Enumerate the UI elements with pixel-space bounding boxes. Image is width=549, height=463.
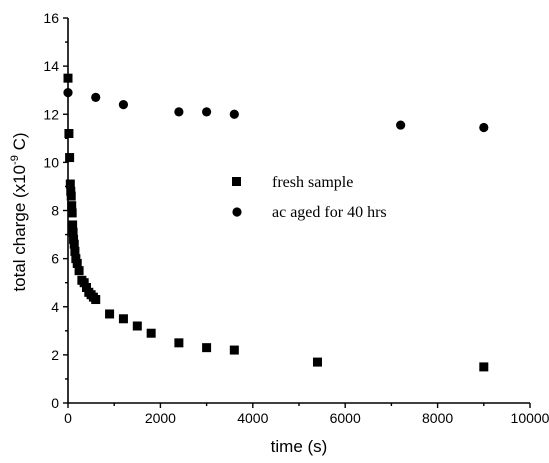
point-fresh-sample bbox=[132, 321, 142, 331]
x-tick-label: 0 bbox=[64, 410, 72, 426]
y-tick-label: 10 bbox=[43, 154, 59, 170]
x-axis-title: time (s) bbox=[271, 437, 328, 456]
y-tick-label: 4 bbox=[51, 299, 59, 315]
y-tick-label: 2 bbox=[51, 347, 59, 363]
point-fresh-sample bbox=[91, 295, 101, 305]
point-ac-aged-for-40-hrs bbox=[63, 87, 73, 98]
y-axis-title: total charge (x10-9 C) bbox=[9, 132, 29, 291]
point-fresh-sample bbox=[312, 357, 322, 367]
point-ac-aged-for-40-hrs bbox=[174, 107, 184, 117]
legend-marker-fresh-sample bbox=[232, 177, 241, 186]
point-fresh-sample bbox=[74, 266, 84, 276]
point-fresh-sample bbox=[63, 73, 73, 83]
point-fresh-sample bbox=[68, 227, 78, 237]
point-fresh-sample bbox=[64, 129, 74, 138]
point-fresh-sample bbox=[65, 179, 75, 189]
point-fresh-sample bbox=[67, 208, 77, 218]
point-fresh-sample bbox=[174, 338, 184, 348]
tick-labels: 0 2000 4000 6000 8000 10000 0 2 4 6 8 10 12 14 16 bbox=[43, 10, 549, 426]
point-fresh-sample bbox=[66, 186, 76, 196]
point-fresh-sample bbox=[118, 314, 128, 324]
point-ac-aged-for-40-hrs bbox=[396, 120, 406, 130]
y-tick-label: 6 bbox=[51, 251, 59, 267]
legend-label-ac-aged: ac aged for 40 hrs bbox=[272, 204, 387, 221]
y-axis-title-exponent: -9 bbox=[9, 155, 21, 165]
point-fresh-sample bbox=[71, 254, 81, 264]
point-fresh-sample bbox=[66, 191, 76, 201]
legend-marker-ac-aged bbox=[232, 207, 242, 217]
point-ac-aged-for-40-hrs bbox=[479, 122, 489, 133]
y-axis-title-main: total charge (x10 bbox=[10, 165, 29, 292]
y-tick-label: 16 bbox=[43, 10, 59, 26]
point-fresh-sample bbox=[79, 278, 89, 288]
y-axis-title-unit: C) bbox=[10, 132, 29, 155]
point-fresh-sample bbox=[146, 328, 156, 338]
point-fresh-sample bbox=[72, 258, 82, 268]
x-tick-label: 2000 bbox=[145, 410, 176, 426]
legend-label-fresh-sample: fresh sample bbox=[272, 174, 353, 191]
x-tick-label: 6000 bbox=[330, 410, 361, 426]
x-tick-label: 10000 bbox=[511, 410, 549, 426]
y-tick-label: 8 bbox=[51, 203, 59, 219]
legend: fresh sample ac aged for 40 hrs bbox=[232, 174, 387, 221]
point-ac-aged-for-40-hrs bbox=[118, 100, 129, 110]
x-tick-label: 8000 bbox=[422, 410, 453, 426]
point-fresh-sample bbox=[69, 234, 79, 244]
point-fresh-sample bbox=[479, 362, 489, 372]
point-fresh-sample bbox=[70, 246, 80, 256]
point-fresh-sample bbox=[68, 220, 78, 230]
point-ac-aged-for-40-hrs bbox=[91, 92, 101, 103]
point-fresh-sample bbox=[65, 153, 75, 163]
point-fresh-sample bbox=[81, 283, 91, 292]
point-fresh-sample bbox=[67, 201, 77, 211]
x-tick-label: 4000 bbox=[237, 410, 268, 426]
y-tick-label: 14 bbox=[43, 58, 59, 74]
point-fresh-sample bbox=[202, 343, 212, 353]
point-ac-aged-for-40-hrs bbox=[202, 107, 212, 117]
y-tick-label: 12 bbox=[43, 106, 59, 122]
data-points bbox=[63, 73, 489, 372]
point-fresh-sample bbox=[105, 309, 115, 319]
point-fresh-sample bbox=[69, 239, 79, 249]
point-ac-aged-for-40-hrs bbox=[229, 109, 239, 119]
y-tick-label: 0 bbox=[51, 395, 59, 411]
point-fresh-sample bbox=[229, 345, 239, 355]
